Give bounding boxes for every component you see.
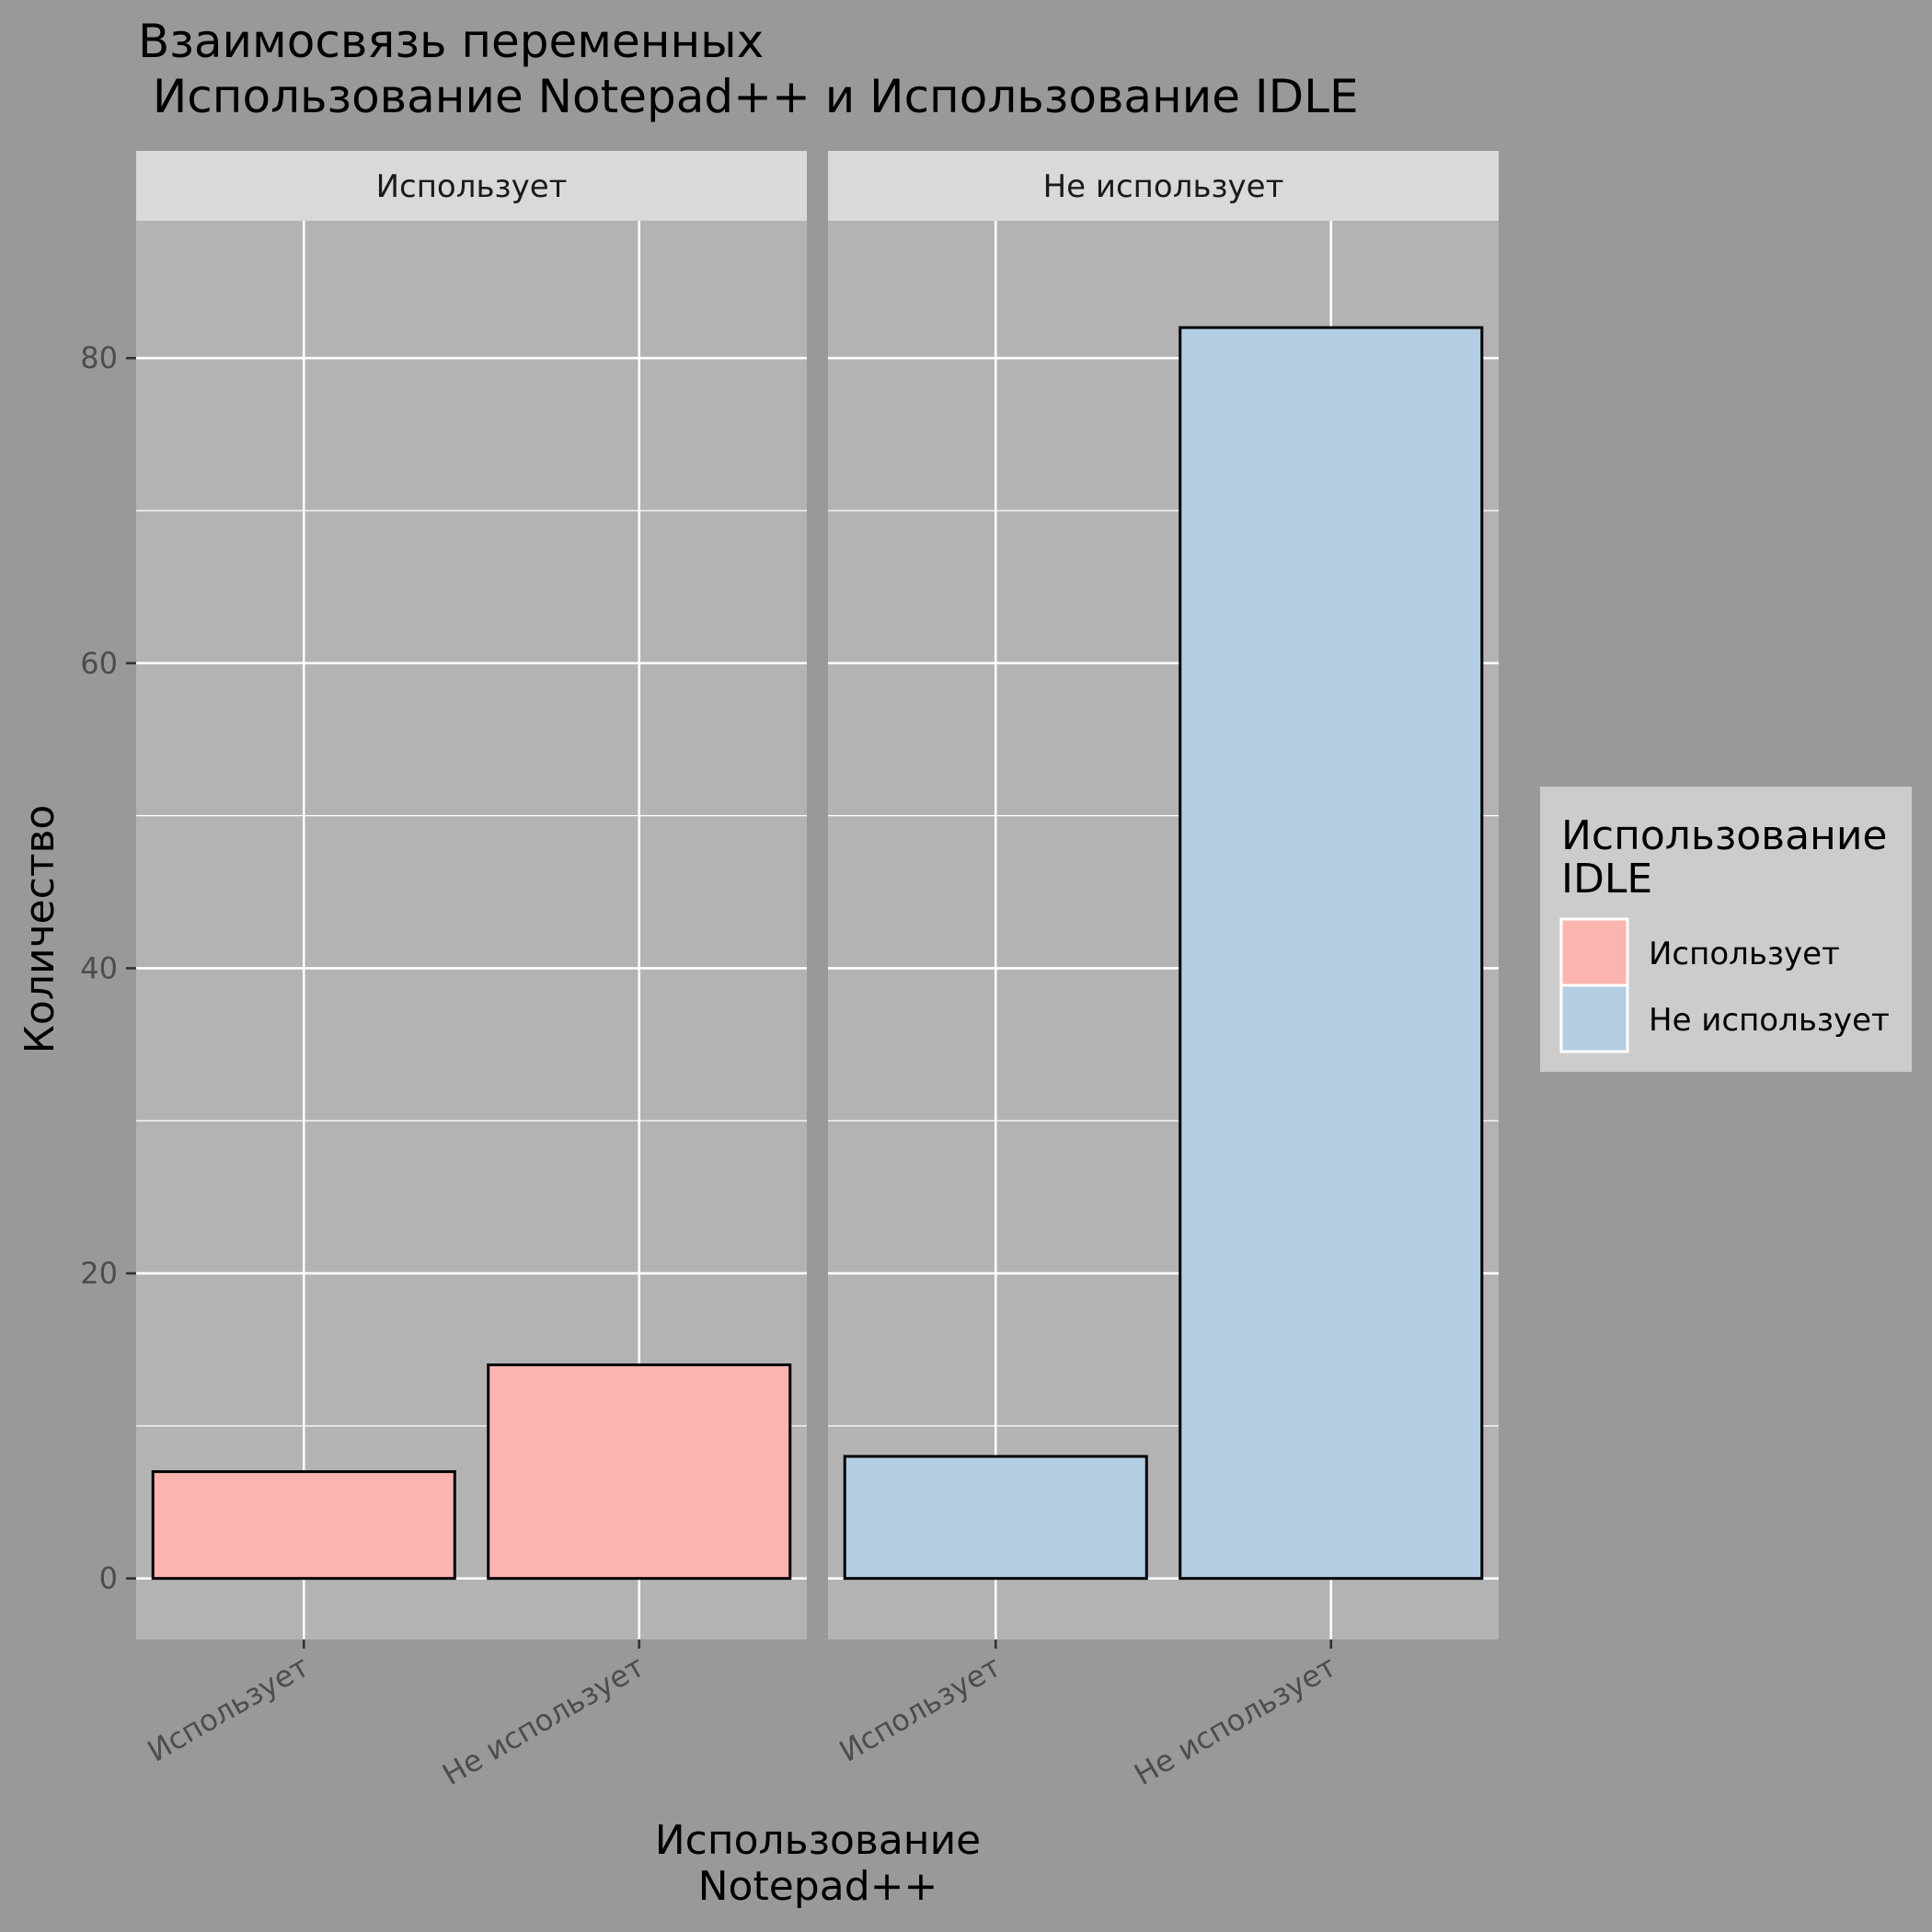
facet-strip (828, 151, 1499, 221)
legend: Использование IDLE Использует Не использ… (1540, 787, 1912, 1072)
bar (487, 1363, 792, 1581)
y-tick-label: 60 (80, 646, 118, 681)
legend-title-line-2: IDLE (1561, 856, 1652, 903)
facet-strip (136, 151, 807, 221)
legend-label-not-uses: Не использует (1649, 1002, 1890, 1039)
y-tick-label: 80 (80, 340, 118, 375)
legend-title-line-1: Использование (1561, 812, 1888, 859)
chart-title-line-2: Использование Notepad++ и Использование … (138, 70, 1359, 123)
y-tick-label: 0 (99, 1561, 118, 1596)
y-tick-label: 40 (80, 950, 118, 985)
bar (1179, 326, 1484, 1581)
chart-title-line-1: Взаимосвязь переменных (138, 15, 764, 68)
y-axis: 0 20 40 60 80 (80, 340, 136, 1596)
legend-key-uses (1559, 917, 1629, 987)
bar (151, 1470, 456, 1581)
legend-key-not-uses (1559, 983, 1629, 1053)
facet-strip-label: Не использует (1043, 168, 1284, 205)
x-axis-title-line-2: Notepad++ (698, 1863, 938, 1910)
y-axis-title: Количество (17, 805, 63, 1054)
facet-panels: Использует Не используетИспользуетИспольз… (136, 151, 1499, 1792)
x-axis-title-line-1: Использование (655, 1817, 982, 1864)
facet-strip-label: Использует (376, 168, 568, 205)
y-tick-label: 20 (80, 1256, 118, 1291)
bar (843, 1455, 1148, 1581)
legend-label-uses: Использует (1649, 936, 1840, 972)
